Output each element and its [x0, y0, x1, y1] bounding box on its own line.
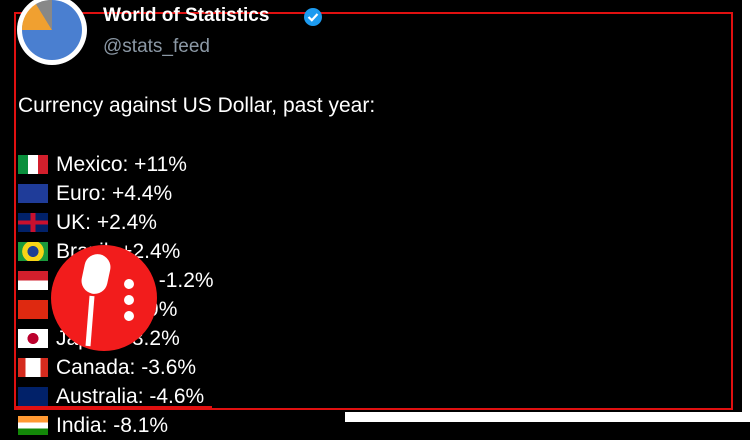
- account-handle[interactable]: @stats_feed: [103, 36, 210, 57]
- edge-bar: [742, 0, 750, 422]
- account-name[interactable]: World of Statistics: [103, 5, 270, 26]
- flag: [18, 184, 48, 203]
- flag: [18, 416, 48, 435]
- list-item: Euro: +4.4%: [18, 179, 214, 208]
- post-text: Currency against US Dollar, past year:: [18, 94, 376, 117]
- flag: [18, 358, 48, 377]
- flag: [18, 387, 48, 406]
- list-item: Mexico: +11%: [18, 150, 214, 179]
- podcast-icon: [51, 245, 157, 351]
- flag: [18, 242, 48, 261]
- edge-bar: [345, 412, 750, 422]
- item-text: Mexico: +11%: [56, 152, 187, 176]
- screenshot: {"header": {"name": "World of Statistics…: [14, 0, 750, 437]
- item-text: Euro: +4.4%: [56, 181, 173, 205]
- list-item: Australia: -4.6%: [18, 382, 214, 411]
- list-item: India: -8.1%: [18, 411, 214, 440]
- verified-badge: [304, 8, 322, 26]
- item-text: Canada: -3.6%: [56, 355, 197, 379]
- flag: [18, 329, 48, 348]
- item-text: Australia: -4.6%: [56, 384, 205, 408]
- red-frame: [14, 12, 733, 410]
- avatar: [17, 0, 87, 65]
- list-item: Canada: -3.6%: [18, 353, 214, 382]
- underline: [14, 406, 212, 409]
- list-item: UK: +2.4%: [18, 208, 214, 237]
- flag: [18, 155, 48, 174]
- flag: [18, 300, 48, 319]
- flag: [18, 271, 48, 290]
- item-text: India: -8.1%: [56, 413, 169, 437]
- flag: [18, 213, 48, 232]
- item-text: UK: +2.4%: [56, 210, 157, 234]
